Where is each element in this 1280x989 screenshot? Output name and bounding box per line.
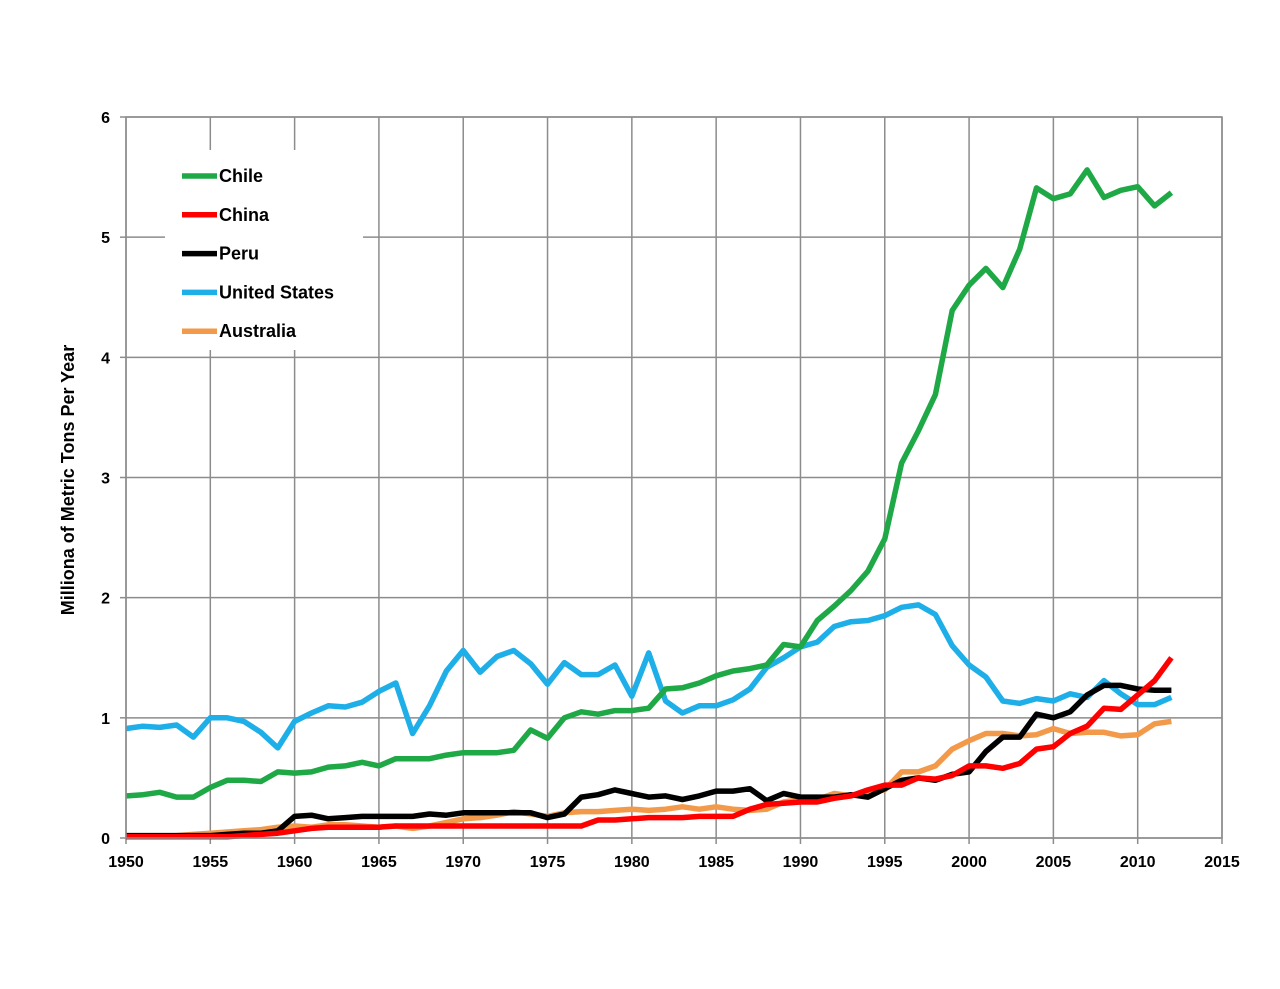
series-line-china <box>126 656 1174 840</box>
x-tick-label: 1960 <box>277 854 313 871</box>
plot-area-border <box>125 116 1223 839</box>
y-tick-label: 2 <box>101 591 110 608</box>
series-line-australia <box>126 718 1172 840</box>
x-tick-label: 1955 <box>193 854 229 871</box>
y-tick-label: 1 <box>101 711 110 728</box>
x-tick-label: 1995 <box>867 854 903 871</box>
y-tick-label: 6 <box>101 110 110 127</box>
series-line-united-states <box>125 602 1173 751</box>
y-tick-label: 5 <box>101 230 110 247</box>
x-tick-label: 1985 <box>698 854 734 871</box>
y-tick-label: 0 <box>101 831 110 848</box>
x-tick-label: 1970 <box>445 854 481 871</box>
legend-label: Australia <box>219 321 297 341</box>
x-tick-label: 1975 <box>530 854 566 871</box>
y-axis-ticks: 0 1 2 3 4 5 6 <box>101 110 110 848</box>
series-lines <box>125 167 1174 840</box>
x-tick-label: 1980 <box>614 854 650 871</box>
y-tick-label: 4 <box>101 350 110 367</box>
series-line-chile <box>125 167 1174 800</box>
x-tick-label: 2000 <box>951 854 987 871</box>
legend: Chile China Peru United States Australia <box>165 150 363 350</box>
x-tick-label: 2015 <box>1204 854 1240 871</box>
x-tick-label: 2010 <box>1120 854 1156 871</box>
legend-label: China <box>219 205 270 225</box>
x-tick-label: 2005 <box>1036 854 1072 871</box>
x-tick-label: 1950 <box>108 854 144 871</box>
legend-label: Chile <box>219 166 263 186</box>
x-tick-label: 1990 <box>783 854 819 871</box>
x-axis-ticks: 1950 1955 1960 1965 1970 1975 1980 1985 1990 1995… <box>108 854 1240 871</box>
legend-label: Peru <box>219 244 259 264</box>
series-line-peru <box>126 682 1172 839</box>
legend-label: United States <box>219 282 334 302</box>
x-tick-label: 1965 <box>361 854 397 871</box>
legend-box <box>165 150 363 350</box>
y-axis-title: Milliona of Metric Tons Per Year <box>58 345 78 615</box>
y-tick-label: 3 <box>101 471 110 488</box>
